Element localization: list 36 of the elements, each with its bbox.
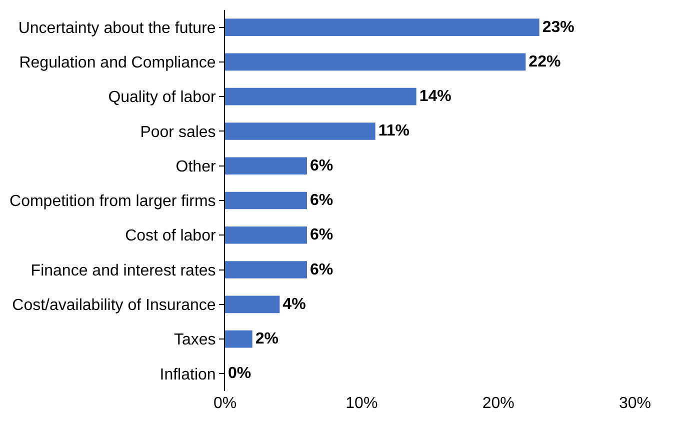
y-tick-label: Poor sales: [140, 124, 216, 141]
data-label: 0%: [228, 365, 252, 382]
data-label: 23%: [542, 18, 574, 36]
y-tick-label: Uncertainty about the future: [18, 20, 216, 37]
bar: [225, 296, 280, 314]
bar: [225, 88, 416, 106]
data-label: 6%: [310, 157, 334, 174]
x-tick-label: 20%: [482, 395, 514, 412]
x-tick-label: 10%: [346, 395, 378, 412]
bar: [225, 192, 307, 210]
bar: [225, 330, 252, 348]
x-tick-label: 30%: [618, 395, 652, 412]
data-label: 6%: [310, 261, 334, 278]
y-tick-label: Quality of labor: [108, 89, 216, 106]
data-label: 11%: [378, 122, 410, 140]
bar: [225, 122, 376, 140]
y-tick-label: Other: [176, 158, 216, 176]
y-tick-label: Regulation and Compliance: [19, 54, 216, 72]
y-tick-label: Finance and interest rates: [30, 262, 216, 280]
data-label: 6%: [310, 192, 334, 209]
bar: [225, 53, 526, 71]
data-label: 4%: [282, 296, 306, 313]
y-tick-label: Inflation: [160, 366, 216, 384]
y-tick-label: Competition from larger firms: [10, 193, 216, 210]
y-tick-label: Cost/availability of Insurance: [12, 297, 216, 314]
bar: [225, 226, 307, 244]
data-label: 14%: [419, 88, 452, 106]
bar: [225, 157, 307, 175]
data-label: 6%: [310, 226, 334, 244]
bar: [225, 261, 307, 278]
y-tick-label: Taxes: [174, 332, 216, 349]
x-tick-label: 0%: [213, 395, 237, 412]
bar: [225, 18, 540, 36]
data-label: 22%: [528, 53, 561, 70]
y-tick-label: Cost of labor: [125, 228, 216, 245]
data-label: 2%: [255, 330, 278, 348]
